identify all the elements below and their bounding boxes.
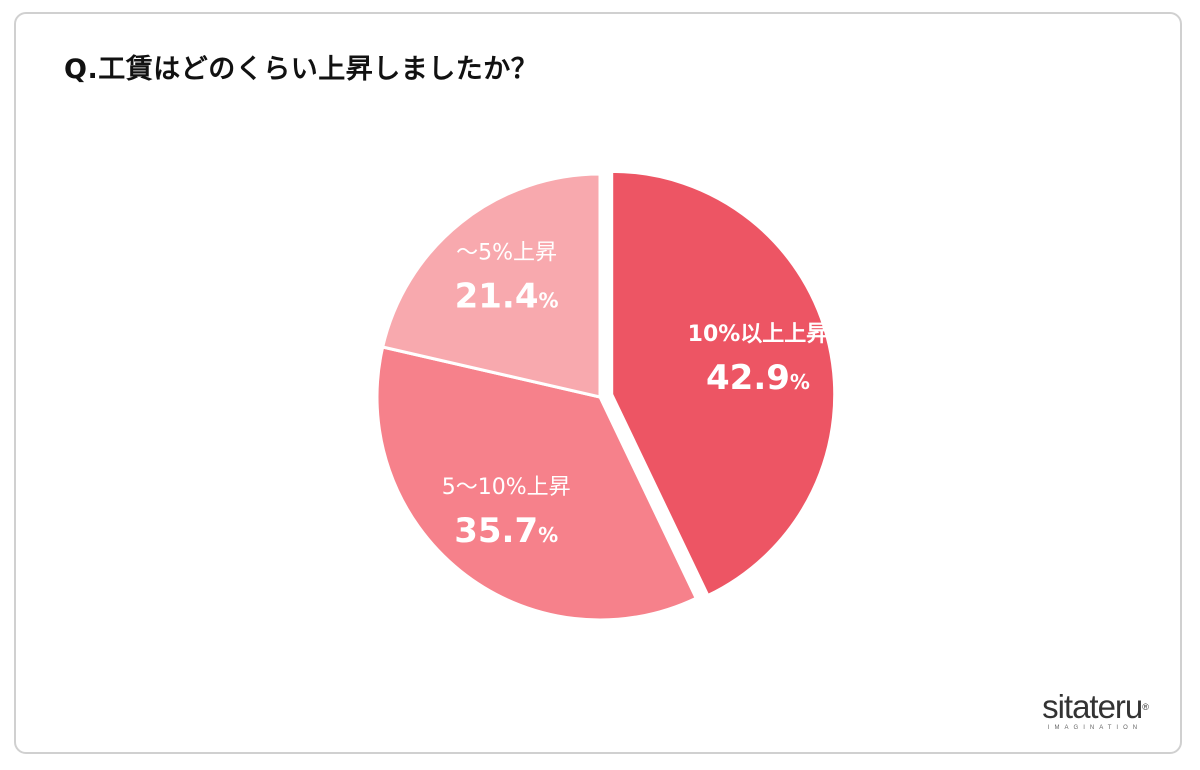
- chart-title: Q.工賃はどのくらい上昇しましたか？: [64, 54, 539, 85]
- slice-name-label-0: 10%以上上昇: [688, 322, 829, 347]
- logo-wordmark: sitateru®: [1042, 688, 1149, 725]
- slice-value-label-0: 42.9%: [706, 358, 810, 398]
- slice-value-label-2: 21.4%: [455, 277, 559, 317]
- pie-slice-1: [375, 345, 698, 622]
- sitateru-logo: sitateru® IMAGINATION: [1030, 690, 1160, 732]
- slice-name-label-1: 5〜10%上昇: [442, 475, 571, 500]
- pie-slice-2: [381, 172, 602, 399]
- pie-slice-0: [610, 169, 837, 598]
- logo-tagline: IMAGINATION: [1047, 725, 1143, 731]
- slice-name-label-2: 〜5%上昇: [456, 241, 557, 266]
- slice-value-label-1: 35.7%: [454, 511, 558, 551]
